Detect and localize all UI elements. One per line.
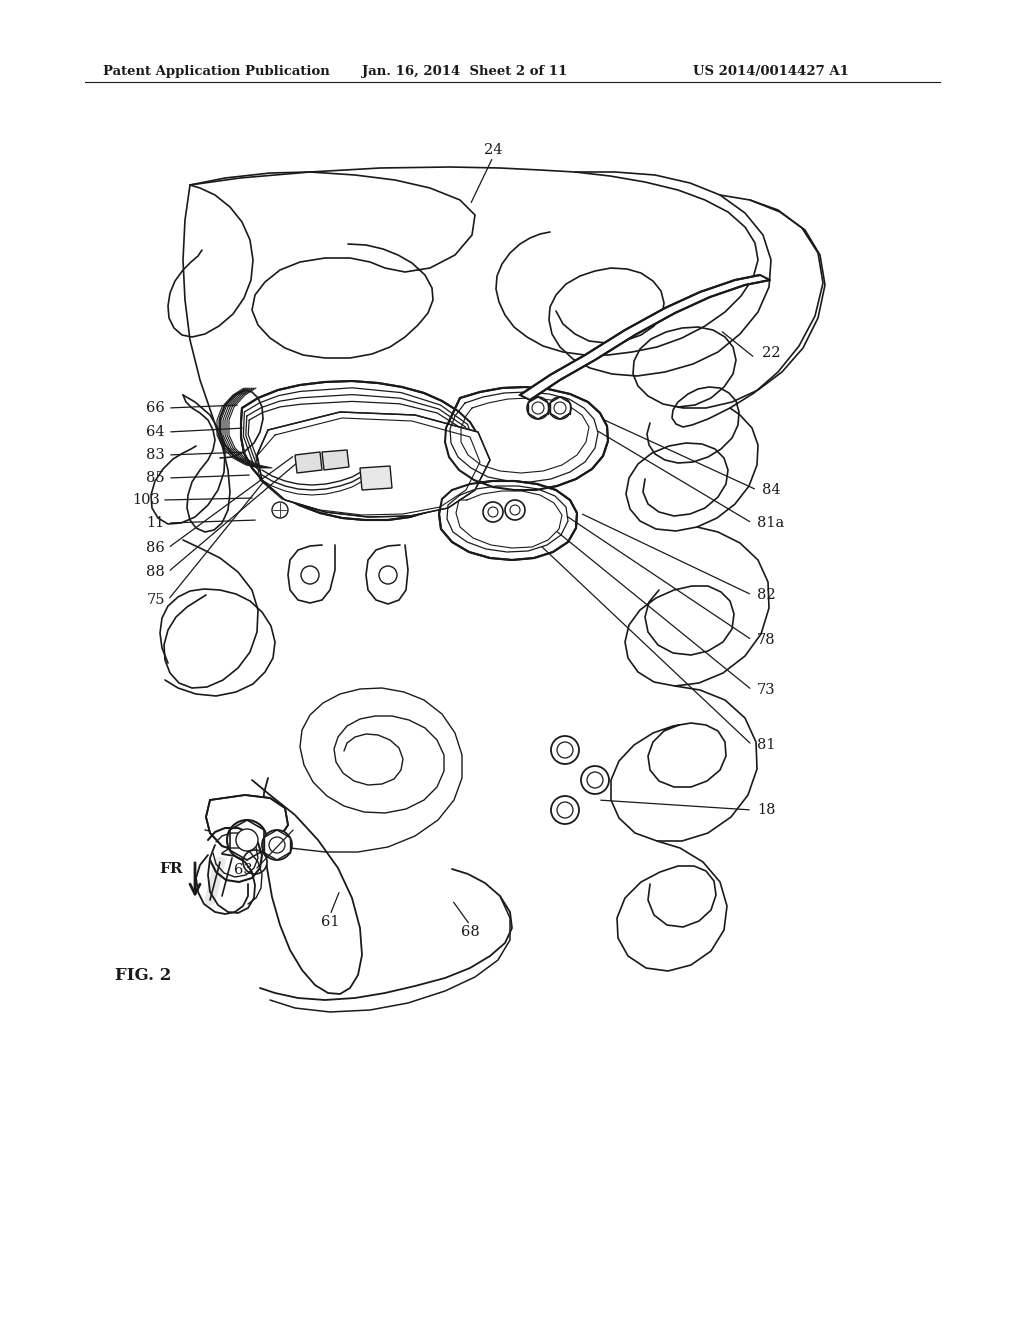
Text: 18: 18 xyxy=(757,803,775,817)
Text: 11: 11 xyxy=(146,516,165,531)
Circle shape xyxy=(262,830,292,861)
Circle shape xyxy=(557,742,573,758)
Text: 73: 73 xyxy=(757,682,775,697)
Text: 63: 63 xyxy=(234,863,253,876)
Text: 81: 81 xyxy=(757,738,775,752)
Circle shape xyxy=(549,397,571,418)
Polygon shape xyxy=(206,795,288,851)
Circle shape xyxy=(269,837,285,853)
Text: 83: 83 xyxy=(146,447,165,462)
Circle shape xyxy=(587,772,603,788)
Circle shape xyxy=(551,737,579,764)
Polygon shape xyxy=(241,381,481,520)
Text: 103: 103 xyxy=(132,492,160,507)
Circle shape xyxy=(532,403,544,414)
Text: 81a: 81a xyxy=(757,516,784,531)
Text: FR: FR xyxy=(160,862,183,876)
Polygon shape xyxy=(520,275,770,400)
Circle shape xyxy=(557,803,573,818)
Text: 85: 85 xyxy=(146,471,165,484)
Text: 75: 75 xyxy=(146,593,165,607)
Text: 88: 88 xyxy=(146,565,165,579)
Text: FIG. 2: FIG. 2 xyxy=(115,966,171,983)
Text: Patent Application Publication: Patent Application Publication xyxy=(103,65,330,78)
Circle shape xyxy=(236,829,258,851)
Text: 78: 78 xyxy=(757,634,775,647)
Circle shape xyxy=(551,796,579,824)
Circle shape xyxy=(488,507,498,517)
Polygon shape xyxy=(445,387,608,490)
Text: 66: 66 xyxy=(146,401,165,414)
Circle shape xyxy=(227,820,267,861)
Circle shape xyxy=(527,397,549,418)
Circle shape xyxy=(243,850,267,874)
Text: 24: 24 xyxy=(483,143,502,157)
Polygon shape xyxy=(257,412,490,517)
Polygon shape xyxy=(322,450,349,470)
Polygon shape xyxy=(439,480,577,560)
Text: US 2014/0014427 A1: US 2014/0014427 A1 xyxy=(693,65,849,78)
Circle shape xyxy=(483,502,503,521)
Text: 84: 84 xyxy=(762,483,780,498)
Circle shape xyxy=(272,502,288,517)
Polygon shape xyxy=(360,466,392,490)
Circle shape xyxy=(505,500,525,520)
Text: Jan. 16, 2014  Sheet 2 of 11: Jan. 16, 2014 Sheet 2 of 11 xyxy=(362,65,567,78)
Text: 68: 68 xyxy=(461,925,479,939)
Circle shape xyxy=(554,403,566,414)
Circle shape xyxy=(510,506,520,515)
Circle shape xyxy=(301,566,319,583)
Text: 61: 61 xyxy=(321,915,339,929)
Text: 86: 86 xyxy=(146,541,165,554)
Circle shape xyxy=(581,766,609,795)
Text: 64: 64 xyxy=(146,425,165,440)
Text: 82: 82 xyxy=(757,587,775,602)
Circle shape xyxy=(379,566,397,583)
Text: 22: 22 xyxy=(762,346,780,360)
Polygon shape xyxy=(295,451,322,473)
